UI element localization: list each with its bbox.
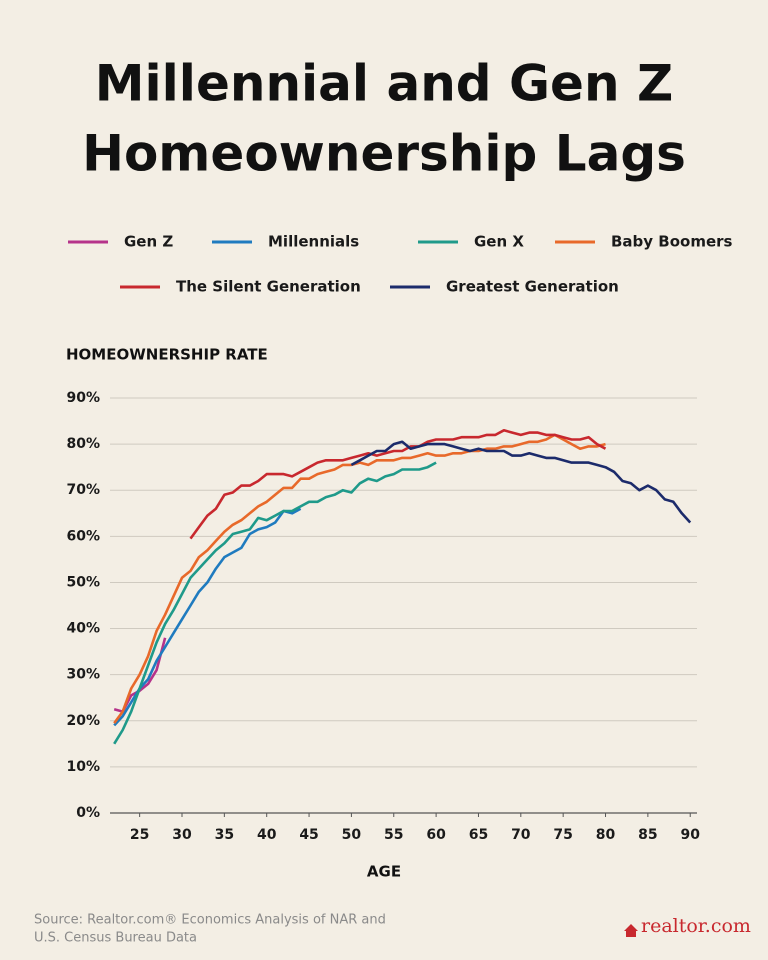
x-tick-label: 75 [553,827,572,843]
y-tick-label: 40% [66,621,100,637]
logo-icon [624,924,638,937]
plot: 0% 10% 20% 30% 40% 50% 60% 70% 80% 90% 25 30 35 40 45 5… [66,390,700,843]
series-line [113,433,606,724]
x-tick-label: 65 [469,827,488,843]
y-tick-label: 60% [66,528,100,544]
x-tick-label: 80 [596,827,616,843]
y-tick-label: 0% [76,805,100,821]
series-line [113,507,302,727]
y-tick-label: 90% [66,390,100,406]
legend-label: Baby Boomers [611,233,733,251]
series-line [113,461,437,745]
legend-label: Greatest Generation [446,278,619,296]
series-line [189,429,607,540]
chart-title: Homeownership Lags [82,125,686,183]
x-tick-label: 55 [384,827,403,843]
x-axis-label: AGE [367,863,401,881]
y-tick-label: 20% [66,713,100,729]
source: U.S. Census Bureau Data [34,931,197,946]
legend-label: Millennials [268,233,359,251]
x-tick-label: 25 [130,827,149,843]
legend-label: Gen X [474,233,524,251]
y-tick-label: 50% [66,574,100,590]
x-tick-label: 40 [257,827,277,843]
chart-title: Millennial and Gen Z [95,55,673,113]
series-line [350,440,692,524]
x-tick-label: 60 [426,827,446,843]
x-tick-label: 35 [215,827,234,843]
x-tick-label: 45 [299,827,318,843]
y-tick-label: 10% [66,759,100,775]
y-tick-label: 80% [66,436,100,452]
source: Source: Realtor.com® Economics Analysis … [34,913,386,928]
y-axis-label: HOMEOWNERSHIP RATE [66,346,268,364]
x-tick-label: 85 [638,827,657,843]
legend-label: The Silent Generation [176,278,361,296]
x-tick-label: 90 [680,827,700,843]
x-tick-label: 70 [511,827,531,843]
y-tick-label: 30% [66,667,100,683]
x-tick-label: 30 [172,827,192,843]
legend-label: Gen Z [124,233,173,251]
y-tick-label: 70% [66,482,100,498]
x-tick-label: 50 [342,827,362,843]
logo: realtor.com [641,915,751,937]
